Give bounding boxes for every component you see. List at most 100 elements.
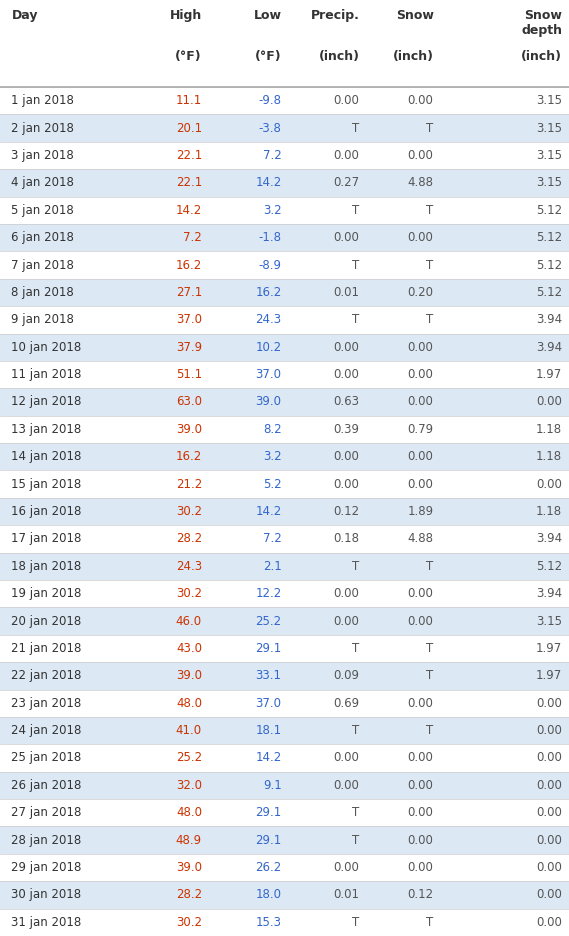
Text: 37.0: 37.0 — [176, 314, 202, 327]
Text: 10.2: 10.2 — [255, 341, 282, 354]
Text: 0.00: 0.00 — [334, 341, 360, 354]
Text: (inch): (inch) — [319, 50, 360, 63]
Bar — [0, 443, 569, 471]
Text: 27.1: 27.1 — [176, 285, 202, 299]
Text: 5.12: 5.12 — [536, 560, 562, 573]
Text: 17 jan 2018: 17 jan 2018 — [11, 533, 82, 546]
Text: 5.12: 5.12 — [536, 204, 562, 217]
Text: 14.2: 14.2 — [255, 752, 282, 765]
Text: 9.1: 9.1 — [263, 779, 282, 792]
Text: 0.00: 0.00 — [408, 95, 434, 108]
Text: 1.97: 1.97 — [536, 669, 562, 682]
Text: 0.01: 0.01 — [333, 888, 360, 901]
Text: 14.2: 14.2 — [255, 505, 282, 518]
Text: 33.1: 33.1 — [255, 669, 282, 682]
Text: 30 jan 2018: 30 jan 2018 — [11, 888, 81, 901]
Text: 3.94: 3.94 — [536, 314, 562, 327]
Text: 0.00: 0.00 — [334, 861, 360, 874]
Text: 0.00: 0.00 — [537, 752, 562, 765]
Bar — [0, 498, 569, 525]
Text: 3.15: 3.15 — [536, 95, 562, 108]
Text: 12 jan 2018: 12 jan 2018 — [11, 396, 82, 408]
Text: 0.00: 0.00 — [408, 477, 434, 490]
Text: 0.00: 0.00 — [334, 779, 360, 792]
Text: T: T — [352, 204, 360, 217]
Text: 16 jan 2018: 16 jan 2018 — [11, 505, 82, 518]
Text: 0.00: 0.00 — [537, 915, 562, 929]
Text: 18.1: 18.1 — [255, 724, 282, 738]
Text: 22.1: 22.1 — [176, 176, 202, 189]
Text: Snow: Snow — [395, 9, 434, 22]
Text: 0.00: 0.00 — [408, 861, 434, 874]
Text: (°F): (°F) — [255, 50, 282, 63]
Text: 26.2: 26.2 — [255, 861, 282, 874]
Text: 0.00: 0.00 — [408, 696, 434, 709]
Text: 0.00: 0.00 — [537, 696, 562, 709]
Text: 0.00: 0.00 — [334, 477, 360, 490]
Text: 0.39: 0.39 — [333, 423, 360, 436]
Text: 1.97: 1.97 — [536, 368, 562, 381]
Text: 0.00: 0.00 — [334, 95, 360, 108]
Text: 15 jan 2018: 15 jan 2018 — [11, 477, 81, 490]
Text: 22 jan 2018: 22 jan 2018 — [11, 669, 82, 682]
Text: 48.9: 48.9 — [176, 834, 202, 847]
Text: 5.12: 5.12 — [536, 231, 562, 244]
Text: 3.2: 3.2 — [263, 450, 282, 463]
Text: T: T — [426, 915, 434, 929]
Text: 18.0: 18.0 — [255, 888, 282, 901]
Text: 0.00: 0.00 — [408, 396, 434, 408]
Text: 24.3: 24.3 — [176, 560, 202, 573]
Text: 22.1: 22.1 — [176, 149, 202, 162]
Text: Day: Day — [11, 9, 38, 22]
Text: 0.63: 0.63 — [333, 396, 360, 408]
Text: Precip.: Precip. — [311, 9, 360, 22]
Text: 25 jan 2018: 25 jan 2018 — [11, 752, 81, 765]
Text: 29 jan 2018: 29 jan 2018 — [11, 861, 82, 874]
Text: 0.00: 0.00 — [408, 341, 434, 354]
Text: 0.00: 0.00 — [537, 779, 562, 792]
Text: 3.94: 3.94 — [536, 341, 562, 354]
Text: 37.9: 37.9 — [176, 341, 202, 354]
Text: 1.18: 1.18 — [536, 505, 562, 518]
Text: 41.0: 41.0 — [176, 724, 202, 738]
Bar — [0, 279, 569, 306]
Text: 28.2: 28.2 — [176, 888, 202, 901]
Bar — [0, 771, 569, 799]
Text: 39.0: 39.0 — [176, 669, 202, 682]
Text: 3.94: 3.94 — [536, 587, 562, 600]
Bar — [0, 662, 569, 690]
Text: 0.20: 0.20 — [407, 285, 434, 299]
Text: 0.01: 0.01 — [333, 285, 360, 299]
Text: -1.8: -1.8 — [259, 231, 282, 244]
Text: 13 jan 2018: 13 jan 2018 — [11, 423, 81, 436]
Text: 0.00: 0.00 — [408, 752, 434, 765]
Text: 0.00: 0.00 — [334, 752, 360, 765]
Text: 0.00: 0.00 — [537, 888, 562, 901]
Text: High: High — [170, 9, 202, 22]
Text: 2 jan 2018: 2 jan 2018 — [11, 122, 75, 135]
Text: 3.15: 3.15 — [536, 615, 562, 627]
Text: 0.00: 0.00 — [537, 806, 562, 819]
Text: 24 jan 2018: 24 jan 2018 — [11, 724, 82, 738]
Text: 21 jan 2018: 21 jan 2018 — [11, 642, 82, 655]
Text: T: T — [426, 724, 434, 738]
Text: 0.00: 0.00 — [334, 368, 360, 381]
Text: 0.18: 0.18 — [333, 533, 360, 546]
Text: T: T — [426, 258, 434, 271]
Bar — [0, 224, 569, 252]
Text: 0.00: 0.00 — [334, 615, 360, 627]
Text: 30.2: 30.2 — [176, 587, 202, 600]
Text: 48.0: 48.0 — [176, 696, 202, 709]
Text: 0.00: 0.00 — [408, 231, 434, 244]
Text: 16.2: 16.2 — [255, 285, 282, 299]
Text: 30.2: 30.2 — [176, 505, 202, 518]
Text: 0.00: 0.00 — [408, 615, 434, 627]
Text: 8.2: 8.2 — [263, 423, 282, 436]
Text: 0.00: 0.00 — [408, 834, 434, 847]
Text: T: T — [426, 204, 434, 217]
Text: 5.2: 5.2 — [263, 477, 282, 490]
Text: 0.00: 0.00 — [334, 450, 360, 463]
Text: 14.2: 14.2 — [176, 204, 202, 217]
Text: 29.1: 29.1 — [255, 834, 282, 847]
Text: 24.3: 24.3 — [255, 314, 282, 327]
